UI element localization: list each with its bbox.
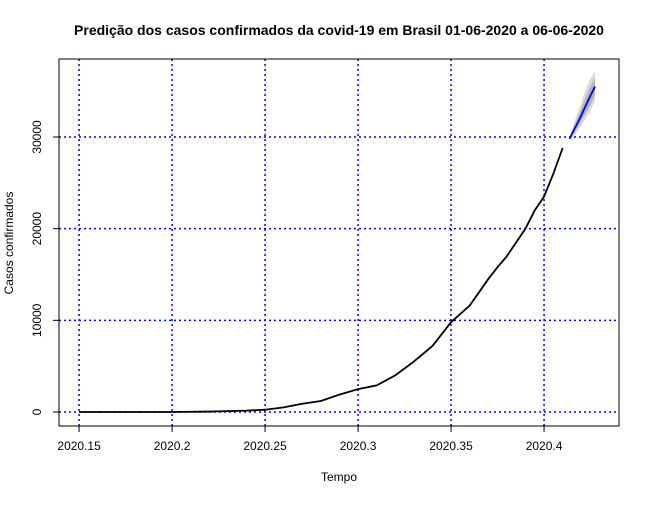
x-tick-label: 2020.2 [154, 439, 191, 453]
x-tick-label: 2020.4 [526, 439, 563, 453]
chart-title: Predição dos casos confirmados da covid-… [74, 22, 604, 38]
series-line [79, 147, 564, 413]
y-tick-label: 0 [30, 408, 44, 415]
x-tick-label: 2020.3 [340, 439, 377, 453]
plot-frame [58, 58, 620, 427]
x-tick-label: 2020.25 [243, 439, 287, 453]
forecast-band [569, 77, 596, 140]
x-tick-label: 2020.35 [429, 439, 473, 453]
y-tick-label: 30000 [30, 120, 44, 154]
x-axis-label: Tempo [321, 470, 357, 484]
y-axis-label: Casos confirmados [2, 192, 16, 295]
x-tick-label: 2020.15 [57, 439, 101, 453]
y-tick-label: 20000 [30, 212, 44, 246]
y-tick-label: 10000 [30, 303, 44, 337]
series-line [568, 86, 596, 140]
